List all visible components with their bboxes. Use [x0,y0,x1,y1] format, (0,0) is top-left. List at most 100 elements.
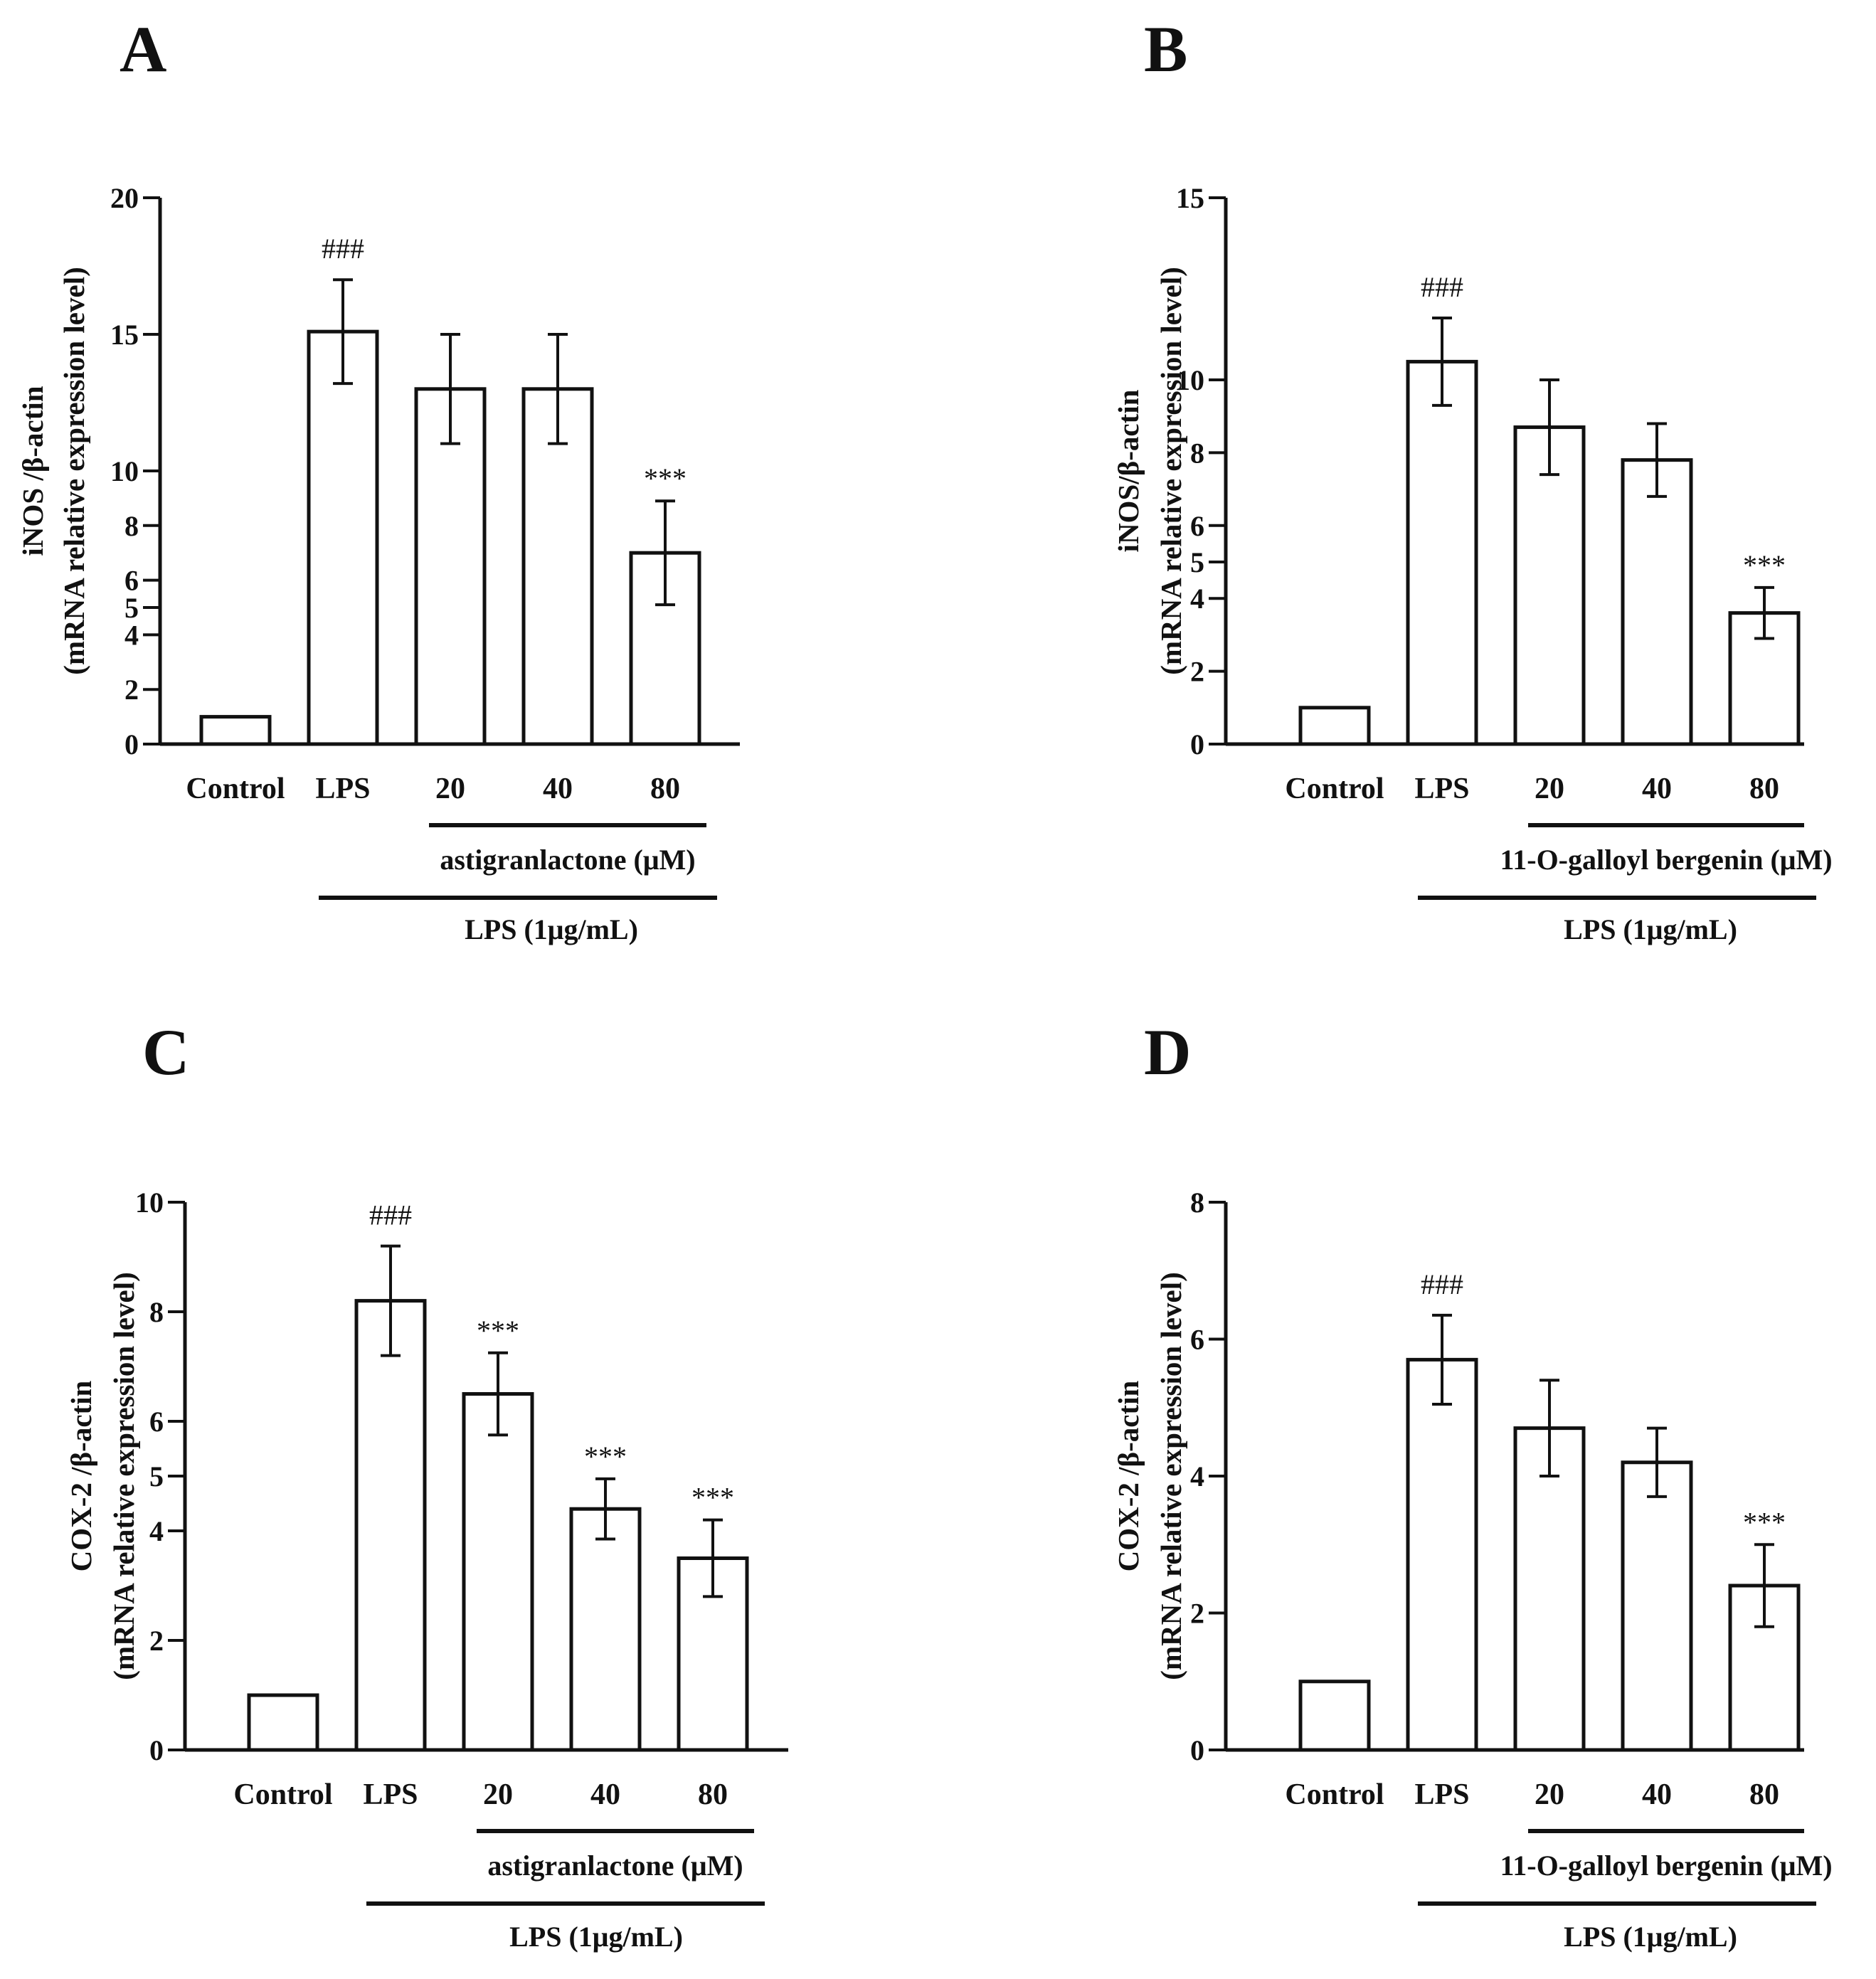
lps-label: LPS (1μg/mL) [465,913,638,945]
x-tick-label: 80 [698,1778,728,1811]
x-tick-label: 20 [1535,1778,1564,1811]
panel-letter: C [142,1016,189,1088]
panel-c: C 0 2 4 5 6 8 10 COX-2 /β-actin (mRNA relative ex… [65,1016,788,1953]
y-tick-label: 6 [124,565,139,597]
x-tick-label: LPS [363,1778,418,1811]
panel-b: B 0 2 4 5 6 8 10 15 iNOS/β-actin (mRNA relative ex… [1112,13,1833,945]
y-tick-label: 5 [1190,546,1204,578]
significance-label: ### [1421,1268,1463,1300]
y-tick-label: 6 [1190,510,1204,542]
y-axis-label: iNOS /β-actin [16,386,49,556]
bar [247,1693,319,1752]
x-tick-label: 80 [650,773,680,805]
y-tick-label: 2 [1190,1598,1204,1630]
significance-label: *** [477,1315,519,1347]
x-tick-label: 40 [1642,773,1672,805]
significance-label: *** [1743,1506,1786,1538]
bar [1298,706,1371,746]
y-axis-label-sub: (mRNA relative expression level) [1155,1272,1187,1680]
panel-letter: A [120,13,166,85]
x-tick-label: 40 [1642,1778,1672,1811]
x-tick-label: 80 [1749,773,1779,805]
bar [354,1299,427,1752]
y-tick-label: 15 [110,319,139,351]
significance-label: ### [1421,271,1463,303]
x-tick-label: 40 [590,1778,620,1811]
y-tick-label: 20 [110,182,139,214]
x-tick-label: LPS [1414,773,1469,805]
y-tick-label: 8 [1190,437,1204,469]
y-axis-label: COX-2 /β-actin [1112,1380,1145,1571]
y-tick-label: 8 [124,510,139,542]
bar [199,715,272,746]
y-tick-label: 2 [149,1625,164,1657]
significance-label: *** [691,1482,734,1514]
panel-a: A 0 2 456 8 10 15 20 iNOS /β-actin (mRNA relative… [16,13,740,945]
y-tick-label: 10 [135,1187,164,1219]
x-tick-label: 20 [1535,773,1564,805]
y-tick-label: 0 [1190,1734,1204,1766]
y-tick-label: 4 [149,1515,164,1547]
y-tick-label: 10 [1176,364,1204,396]
x-tick-label: 20 [435,773,465,805]
bar [1406,1357,1478,1752]
x-tick-label: LPS [315,773,370,805]
y-tick-label: 8 [149,1296,164,1328]
x-tick-label: 80 [1749,1778,1779,1811]
significance-label: ### [369,1199,412,1231]
treatment-label: astigranlactone (μM) [487,1850,743,1882]
lps-label: LPS (1μg/mL) [1564,1921,1737,1953]
bar [307,329,379,746]
bar [462,1392,534,1752]
significance-label: ### [322,233,364,265]
bar [1513,425,1586,746]
y-tick-label: 2 [1190,656,1204,688]
y-tick-label: 5 [149,1460,164,1492]
bar [1298,1680,1371,1752]
x-tick-label: LPS [1414,1778,1469,1811]
treatment-label: astigranlactone (μM) [440,844,695,876]
y-tick-label: 0 [149,1734,164,1766]
y-tick-label: 0 [1190,728,1204,760]
treatment-label: 11-O-galloyl bergenin (μM) [1500,844,1832,876]
y-axis-label: COX-2 /β-actin [65,1380,97,1571]
significance-label: *** [644,462,687,494]
significance-label: *** [1743,549,1786,581]
y-tick-label: 4 [1190,583,1204,615]
lps-label: LPS (1μg/mL) [509,1921,683,1953]
y-tick-label: 6 [149,1406,164,1438]
bar [521,387,594,746]
treatment-label: 11-O-galloyl bergenin (μM) [1500,1850,1832,1882]
y-tick-label: 4 [1190,1460,1204,1492]
y-tick-label: 0 [124,728,139,760]
significance-label: *** [584,1441,627,1473]
y-tick-label: 8 [1190,1187,1204,1219]
x-tick-label: Control [186,773,285,805]
x-tick-label: 20 [483,1778,513,1811]
y-axis-label: iNOS/β-actin [1112,389,1145,552]
x-tick-label: 40 [543,773,573,805]
y-tick-label: 10 [110,455,139,487]
x-tick-label: Control [1285,773,1384,805]
y-axis-label-sub: (mRNA relative expression level) [58,267,90,675]
y-tick-label: 6 [1190,1324,1204,1356]
bar [1406,359,1478,746]
y-axis-label-sub: (mRNA relative expression level) [1155,267,1187,675]
x-tick-label: Control [1285,1778,1384,1811]
bar [1621,1460,1693,1752]
y-tick-label: 5 [124,592,139,624]
bar [1621,458,1693,746]
y-tick-label: 4 [124,619,139,651]
x-tick-label: Control [233,1778,332,1811]
bar [1513,1426,1586,1752]
panel-d: D 0 2 4 6 8 COX-2 /β-actin (mRNA relative expre… [1112,1016,1833,1953]
y-tick-label: 2 [124,674,139,706]
y-axis-label-sub: (mRNA relative expression level) [107,1272,140,1680]
y-tick-label: 15 [1176,182,1204,214]
bar [414,387,487,746]
lps-label: LPS (1μg/mL) [1564,913,1737,945]
panel-letter: B [1144,13,1187,85]
bar [569,1507,642,1752]
